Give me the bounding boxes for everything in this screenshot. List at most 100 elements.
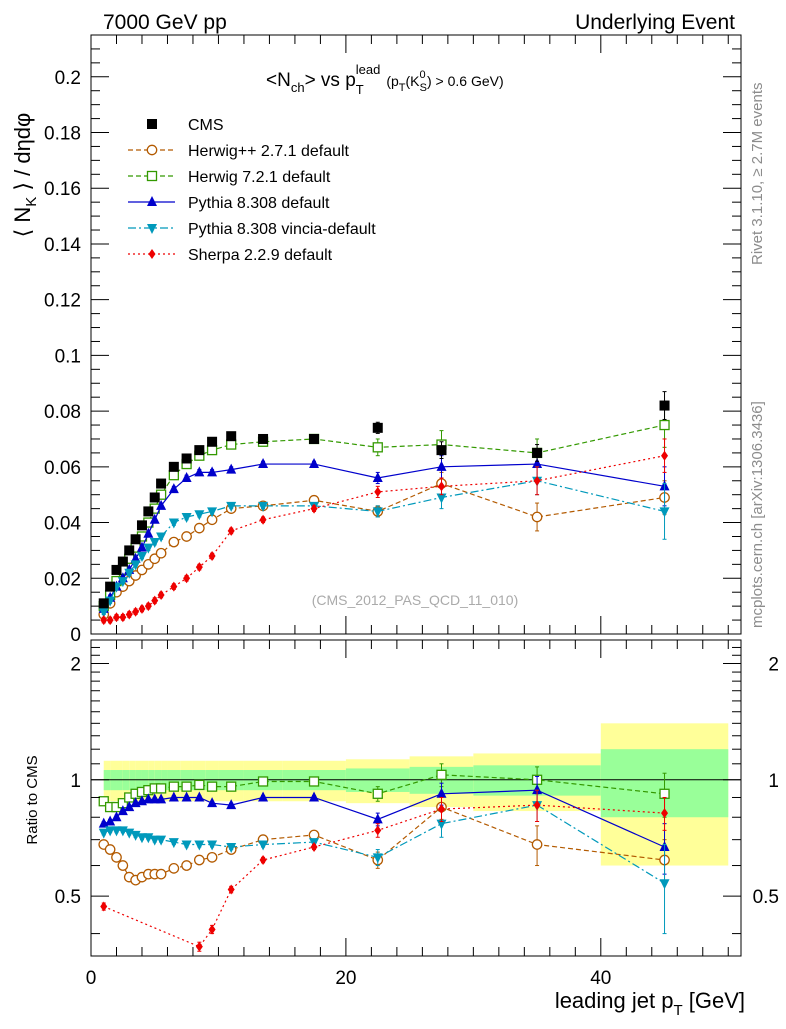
data-point (661, 450, 669, 461)
data-point (181, 471, 192, 482)
data-point (206, 781, 218, 792)
data-point (659, 879, 670, 890)
legend-label: Pythia 8.308 default (188, 195, 330, 212)
data-point (257, 776, 269, 787)
data-point (149, 793, 160, 804)
data-point (194, 791, 205, 802)
data-point (149, 835, 160, 846)
data-point (309, 791, 320, 802)
data-point (149, 492, 160, 503)
x-label-rest: [GeV] (683, 988, 745, 1013)
ratio-series-group (91, 723, 741, 952)
legend-marker (147, 119, 157, 129)
data-point (436, 445, 447, 456)
data-point (98, 598, 109, 609)
data-point (181, 781, 192, 792)
y-tick-label: 0.2 (55, 68, 81, 89)
data-point (138, 603, 146, 614)
data-point (156, 532, 167, 543)
data-point (155, 547, 167, 559)
rivet-version-label: Rivet 3.1.10, ≥ 2.7M events (749, 83, 766, 266)
data-point (194, 510, 205, 521)
data-point (372, 507, 383, 518)
legend-marker (146, 144, 158, 156)
y-tick-label: 0.08 (44, 402, 81, 423)
ratio-y-tick-label-right: 2 (768, 654, 779, 675)
data-point (124, 801, 135, 812)
data-point (168, 483, 179, 494)
data-point (105, 581, 116, 592)
data-point (132, 606, 140, 617)
main-series-group (98, 391, 670, 626)
data-point (533, 800, 541, 811)
header-left-label: 7000 GeV pp (103, 11, 227, 34)
data-point (168, 461, 179, 472)
data-point (143, 793, 154, 804)
data-point (226, 799, 237, 810)
data-point (119, 612, 127, 623)
data-point (112, 612, 120, 623)
legend-label: Herwig++ 2.7.1 default (188, 143, 350, 160)
data-point (117, 577, 128, 588)
y-tick-label: 0.16 (44, 179, 81, 200)
data-point (207, 797, 218, 808)
data-point (531, 511, 543, 523)
data-point (155, 783, 167, 794)
data-point (151, 595, 159, 606)
data-point (136, 541, 147, 552)
data-point (195, 562, 203, 573)
data-point (194, 779, 205, 791)
data-point (149, 538, 160, 549)
data-point (130, 560, 141, 571)
ratio-y-axis-label: Ratio to CMS (24, 755, 41, 844)
data-point (168, 791, 179, 802)
analysis-watermark: (CMS_2012_PAS_QCD_11_010) (312, 592, 519, 608)
x-tick-label: 20 (335, 968, 356, 989)
data-point (532, 784, 543, 795)
series-line-r4 (103, 804, 665, 948)
legend-entry: Pythia 8.308 vincia-default (128, 221, 376, 238)
x-tick-label: 0 (86, 968, 97, 989)
series-line-5 (103, 455, 665, 621)
data-point (372, 442, 383, 453)
data-point (136, 520, 147, 531)
data-point (168, 863, 180, 874)
x-axis-label: leading jet pT [GeV] (555, 988, 745, 1019)
data-point (436, 769, 447, 780)
series-5 (100, 438, 669, 626)
data-point (308, 776, 320, 787)
main-plot-title: <Nch> vs pTlead(pT(K0 S) > 0.6 GeV) (266, 62, 504, 97)
legend-marker (148, 249, 156, 259)
data-point (143, 543, 154, 554)
data-point (144, 601, 152, 612)
data-point (195, 941, 203, 952)
x-tick-label: 40 (590, 968, 611, 989)
data-point (124, 545, 135, 556)
data-point (155, 868, 167, 880)
data-point (130, 552, 141, 563)
data-point (372, 813, 383, 824)
data-point (531, 839, 543, 850)
data-point (194, 466, 205, 477)
legend-label: CMS (188, 117, 224, 134)
data-point (194, 445, 205, 456)
data-point (533, 475, 541, 486)
data-point (227, 525, 235, 536)
ratio-y-tick-label-right: 1 (768, 771, 779, 792)
data-point (157, 589, 165, 600)
legend-entry: Herwig++ 2.7.1 default (128, 143, 350, 160)
data-point (206, 851, 218, 863)
data-point (309, 433, 320, 444)
y-tick-label: 0.12 (44, 291, 81, 312)
data-point (374, 486, 382, 497)
legend-entry: Pythia 8.308 default (128, 195, 330, 212)
data-point (372, 471, 383, 482)
y-tick-label: 0.02 (44, 569, 81, 590)
data-point (125, 609, 133, 620)
data-point (661, 808, 669, 819)
data-point (226, 781, 237, 792)
data-point (437, 804, 445, 815)
data-point (194, 840, 205, 851)
data-point (436, 493, 447, 504)
data-point (532, 458, 543, 469)
